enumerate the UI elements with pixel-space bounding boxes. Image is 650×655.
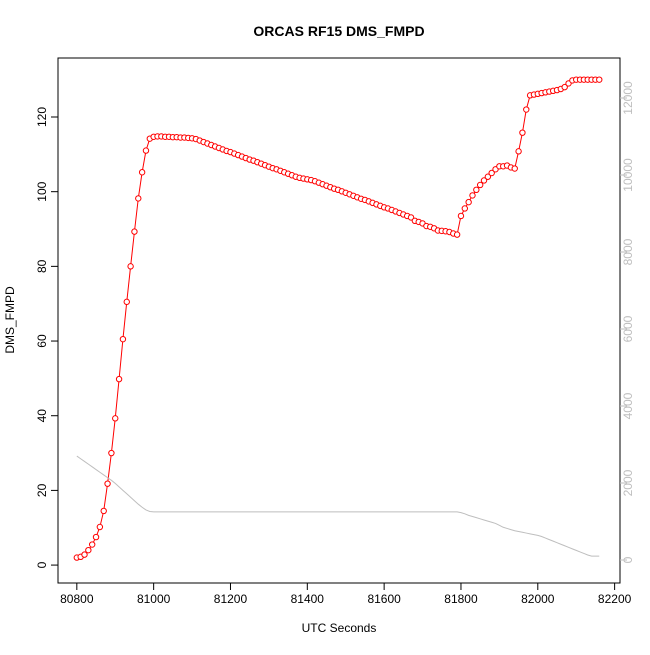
data-point — [142, 147, 150, 154]
data-point — [135, 195, 142, 202]
x-tick-label: 81600 — [367, 592, 401, 606]
data-point — [131, 228, 138, 235]
x-tick-label: 81000 — [137, 592, 171, 606]
data-point — [127, 263, 134, 270]
data-point — [108, 449, 115, 457]
data-point — [473, 186, 480, 194]
x-tick-label: 82000 — [521, 592, 555, 606]
data-point — [476, 181, 484, 189]
series-line — [76, 455, 600, 557]
data-point — [112, 415, 119, 422]
y-tick-label: 20 — [35, 483, 49, 497]
data-point — [480, 177, 488, 184]
data-point — [115, 375, 123, 383]
data-point — [465, 198, 472, 206]
data-point — [81, 551, 88, 558]
data-point — [523, 106, 530, 113]
data-point — [88, 541, 96, 548]
y2-tick-label: 4000 — [621, 392, 635, 419]
plot-box — [57, 57, 621, 584]
chart-title: ORCAS RF15 DMS_FMPD — [253, 23, 424, 39]
y-axis-label: DMS_FMPD — [3, 286, 17, 354]
x-tick-label: 81200 — [214, 592, 248, 606]
y-tick-label: 40 — [35, 409, 49, 423]
data-point — [596, 76, 603, 83]
data-point — [96, 523, 104, 531]
y-tick-label: 0 — [35, 561, 49, 568]
x-tick-label: 80800 — [60, 592, 94, 606]
x-axis-label: UTC Seconds — [302, 621, 377, 635]
data-point — [469, 192, 476, 199]
y2-tick-label: 0 — [621, 556, 635, 563]
x-tick-label: 81400 — [291, 592, 325, 606]
data-point — [484, 173, 492, 180]
data-point — [85, 546, 92, 554]
y2-tick-label: 2000 — [621, 469, 635, 496]
data-point — [119, 335, 127, 343]
data-point — [519, 129, 526, 136]
y-tick-label: 60 — [35, 334, 49, 348]
x-tick-label: 82200 — [598, 592, 632, 606]
y-tick-label: 100 — [35, 181, 49, 201]
y2-tick-label: 12000 — [621, 81, 635, 115]
data-point — [488, 169, 495, 177]
y-tick-label: 80 — [35, 259, 49, 273]
data-point — [92, 533, 100, 541]
y2-tick-label: 6000 — [621, 315, 635, 342]
data-point — [100, 507, 107, 515]
data-point — [104, 480, 111, 487]
y2-tick-label: 10000 — [621, 158, 635, 192]
data-point — [561, 83, 568, 91]
x-tick-label: 81800 — [444, 592, 478, 606]
data-point — [515, 148, 522, 155]
data-point — [453, 231, 461, 238]
data-point — [511, 165, 518, 172]
data-point — [123, 298, 130, 306]
data-point — [138, 169, 146, 176]
y2-tick-label: 8000 — [621, 238, 635, 265]
data-point — [407, 214, 415, 221]
data-point — [461, 205, 469, 212]
y-tick-label: 120 — [35, 107, 49, 127]
data-point — [457, 212, 465, 220]
